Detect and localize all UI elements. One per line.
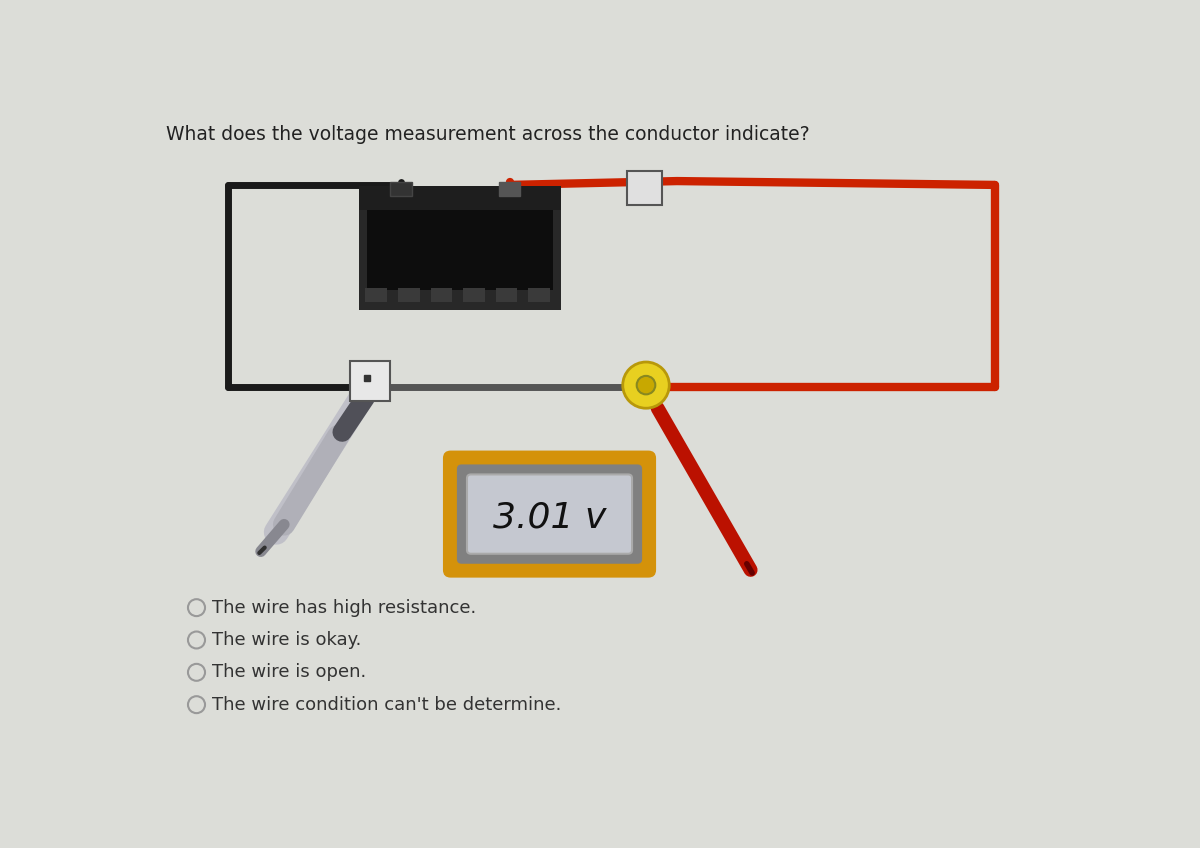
Bar [359, 187, 560, 209]
Text: 3.01 v: 3.01 v [493, 501, 606, 535]
Bar [390, 181, 412, 196]
Bar [350, 361, 390, 401]
Bar [366, 288, 388, 302]
Text: The wire is okay.: The wire is okay. [212, 631, 361, 649]
Bar [628, 171, 661, 205]
Bar [499, 181, 521, 196]
Text: What does the voltage measurement across the conductor indicate?: What does the voltage measurement across… [166, 125, 809, 144]
Bar [431, 288, 452, 302]
Bar [398, 288, 420, 302]
Circle shape [623, 362, 670, 408]
Text: The wire is open.: The wire is open. [212, 663, 366, 681]
Bar [359, 187, 560, 310]
Text: The wire condition can't be determine.: The wire condition can't be determine. [212, 695, 562, 714]
Bar [496, 288, 517, 302]
Bar [528, 288, 550, 302]
Circle shape [637, 376, 655, 394]
FancyBboxPatch shape [467, 474, 632, 554]
FancyBboxPatch shape [457, 465, 642, 564]
Bar [463, 288, 485, 302]
Text: The wire has high resistance.: The wire has high resistance. [212, 599, 476, 616]
Bar [367, 206, 553, 290]
FancyBboxPatch shape [443, 450, 656, 577]
